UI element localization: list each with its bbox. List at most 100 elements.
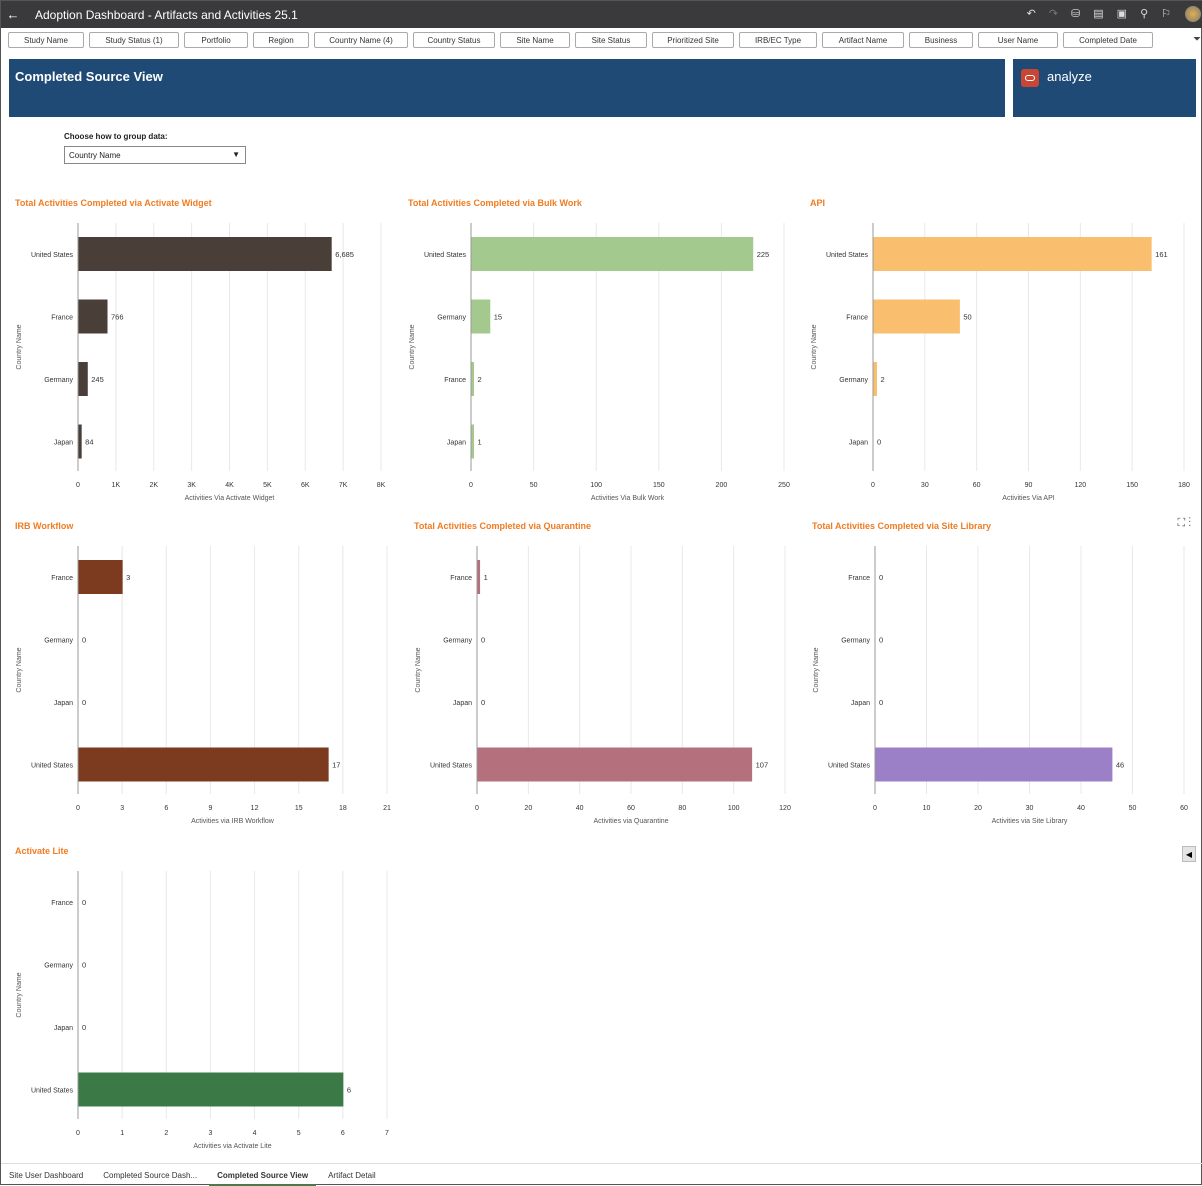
filter-study-name[interactable]: Study Name [8,32,84,48]
filter-user-name[interactable]: User Name [978,32,1058,48]
data-label: 2 [880,375,884,384]
category-label: Japan [447,440,466,447]
x-tick-label: 3 [120,805,124,812]
data-label: 3 [126,573,130,582]
x-tick-label: 90 [1025,482,1033,489]
data-label: 0 [879,573,883,582]
data-label: 2 [478,375,482,384]
x-tick-label: 60 [627,805,635,812]
filter-business[interactable]: Business [909,32,973,48]
bar [471,362,475,396]
x-tick-label: 9 [208,805,212,812]
x-tick-label: 3K [187,482,196,489]
filter-country-status[interactable]: Country Status [413,32,495,48]
filter-artifact-name[interactable]: Artifact Name [822,32,904,48]
category-label: Germany [44,963,73,970]
x-axis-label: Activities via Site Library [992,818,1068,825]
x-tick-label: 2K [149,482,158,489]
data-label: 245 [91,375,104,384]
chart-title: API [810,198,826,208]
present-icon[interactable]: ▣ [1116,8,1128,20]
filter-funnel-icon[interactable]: ⏷ [1193,34,1201,45]
collapse-panel-button[interactable]: ◀ [1182,846,1196,862]
x-tick-label: 80 [678,805,686,812]
bar [873,237,1152,271]
x-tick-label: 0 [873,805,877,812]
x-tick-label: 15 [295,805,303,812]
x-tick-label: 6 [164,805,168,812]
data-label: 107 [756,761,769,770]
x-tick-label: 0 [871,482,875,489]
chart-0: Total Activities Completed via Activate … [9,198,404,508]
group-by-select[interactable]: Country Name ▼ [64,146,246,164]
data-label: 0 [82,1023,86,1032]
bar [78,362,88,396]
redo-icon[interactable]: ↷ [1048,8,1059,20]
bar [78,424,82,459]
filter-irb-ec-type[interactable]: IRB/EC Type [739,32,817,48]
x-tick-label: 100 [728,805,740,812]
filter-prioritized-site[interactable]: Prioritized Site [652,32,734,48]
category-label: United States [31,1088,74,1095]
bookmark-icon[interactable]: ⚐ [1161,8,1171,20]
avatar[interactable] [1185,6,1201,22]
category-label: Germany [44,638,73,645]
x-tick-label: 6 [341,1130,345,1137]
filter-completed-date[interactable]: Completed Date [1063,32,1153,48]
analyze-label: analyze [1047,69,1092,84]
back-arrow-icon[interactable]: ← [6,7,20,22]
data-label: 1 [484,573,488,582]
chart-title: Total Activities Completed via Activate … [15,198,212,208]
page-banner: Completed Source View [9,59,1005,117]
x-tick-label: 12 [251,805,259,812]
category-label: France [51,315,73,322]
y-axis-label: Country Name [16,324,23,369]
dashboard-title: Adoption Dashboard - Artifacts and Activ… [35,7,298,22]
bar [78,1072,344,1107]
comment-icon[interactable]: ▤ [1093,8,1104,20]
filter-study-status-1[interactable]: Study Status (1) [89,32,179,48]
chart-6: Activate Lite 0 1 2 3 4 5 6 7 France 0 Germany 0 Japa… [9,846,404,1156]
bar [78,560,123,594]
data-icon[interactable]: ⛁ [1071,8,1081,20]
x-tick-label: 50 [1129,805,1137,812]
data-label: 0 [879,636,883,645]
tab-site-user-dashboard[interactable]: Site User Dashboard [9,1171,84,1180]
data-label: 50 [963,313,971,322]
bar [477,560,481,594]
filter-site-status[interactable]: Site Status [575,32,647,48]
filter-portfolio[interactable]: Portfolio [184,32,248,48]
analyze-banner[interactable]: analyze [1013,59,1196,117]
undo-icon[interactable]: ↶ [1026,8,1036,20]
more-options-icon[interactable]: ⋮ [1188,517,1191,529]
bar [873,299,960,334]
tab-artifact-detail[interactable]: Artifact Detail [328,1171,376,1180]
x-axis-label: Activities Via API [1002,495,1054,502]
tab-completed-source-dash[interactable]: Completed Source Dash... [103,1171,198,1180]
category-label: Germany [44,377,73,384]
page-title: Completed Source View [15,69,163,84]
data-label: 15 [494,313,502,322]
y-axis-label: Country Name [415,647,422,692]
category-label: France [51,575,73,582]
x-tick-label: 18 [339,805,347,812]
chart-svg: 0 30 60 90 120 150 180 United States 161 France 50… [811,223,1190,502]
category-label: Germany [839,377,868,384]
top-bar: ← Adoption Dashboard - Artifacts and Act… [1,1,1202,28]
x-tick-label: 4 [253,1130,257,1137]
maximize-icon[interactable]: ⛶ [1177,517,1186,529]
x-tick-label: 3 [208,1130,212,1137]
tab-completed-source-view[interactable]: Completed Source View [209,1164,317,1186]
category-label: United States [828,763,871,770]
x-axis-label: Activities via IRB Workflow [191,818,275,825]
filter-site-name[interactable]: Site Name [500,32,570,48]
oracle-logo-icon [1021,69,1039,87]
data-label: 46 [1116,761,1124,770]
filter-bar: Study Name Study Status (1) Portfolio Regio… [8,32,1153,48]
x-tick-label: 40 [576,805,584,812]
category-label: France [450,575,472,582]
filter-region[interactable]: Region [253,32,309,48]
x-tick-label: 0 [475,805,479,812]
filter-country-name-4[interactable]: Country Name (4) [314,32,408,48]
share-icon[interactable]: ⚲ [1140,8,1149,20]
